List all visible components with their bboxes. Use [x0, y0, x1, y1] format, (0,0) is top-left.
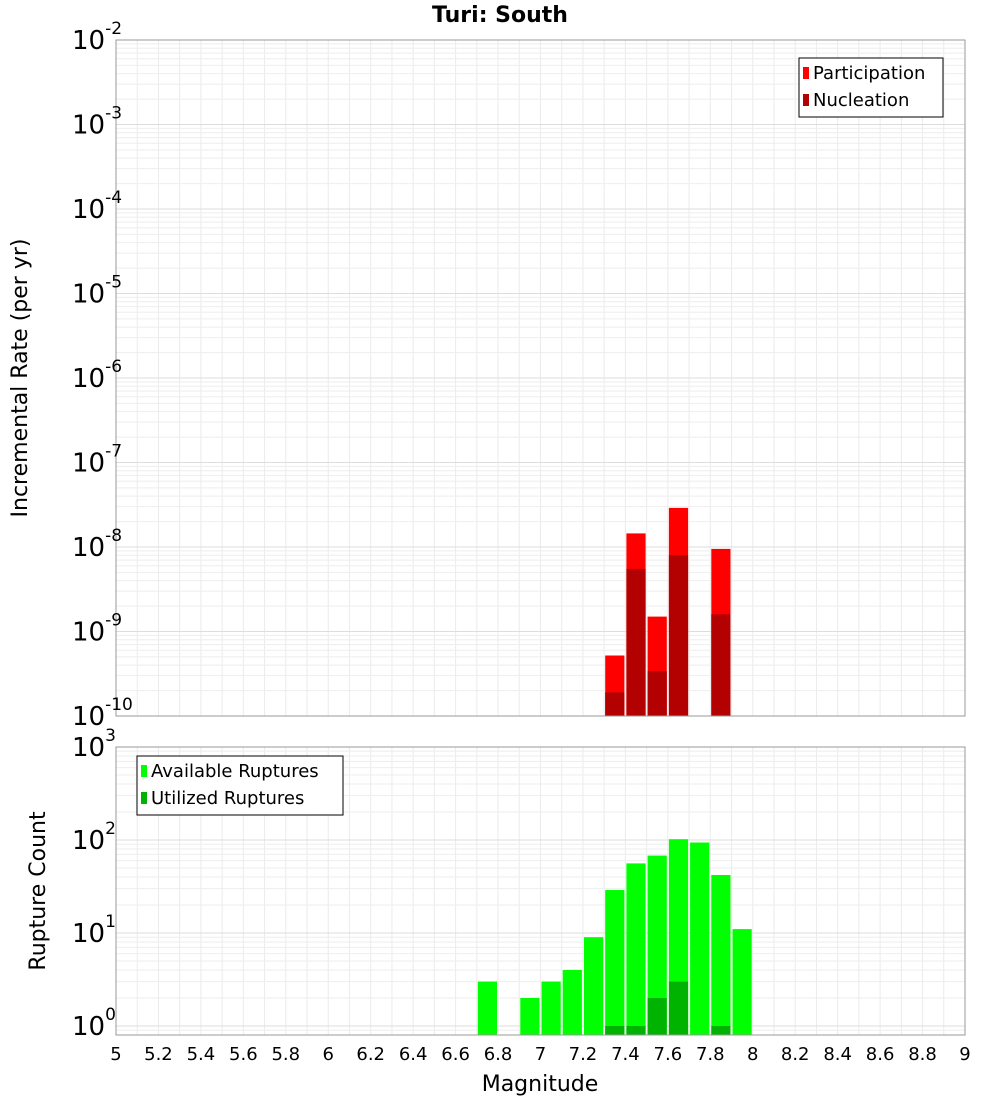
bottom-y-tick-label: 101 [72, 912, 116, 949]
top-legend-swatch [803, 94, 809, 106]
x-axis-label: Magnitude [482, 1072, 599, 1097]
bottom-bars [477, 839, 752, 1035]
bottom-legend-label: Available Ruptures [151, 761, 319, 782]
x-tick-label: 5.6 [229, 1044, 258, 1065]
bottom-bar-available-ruptures [520, 998, 540, 1035]
bottom-legend-box [136, 755, 344, 816]
top-y-axis-label: Incremental Rate (per yr) [8, 239, 33, 518]
bottom-bar-available-ruptures [477, 981, 497, 1035]
x-tick-label: 7 [535, 1044, 546, 1065]
top-y-tick-labels: 10-10 10-9 10-8 10-7 10-6 10-5 10-4 10-3 10-2 [72, 19, 133, 732]
x-tick-label: 5.4 [187, 1044, 216, 1065]
top-grid [115, 40, 966, 717]
top-y-tick-label: 10-4 [72, 188, 122, 225]
x-tick-label: 9 [959, 1044, 970, 1065]
top-bar-nucleation [711, 614, 731, 716]
top-y-tick-label: 10-5 [72, 273, 122, 310]
chart-title: Turi: South [432, 3, 568, 28]
bottom-bar-available-ruptures [584, 937, 604, 1035]
bottom-bar-available-ruptures [562, 970, 582, 1035]
bottom-bar-available-ruptures [732, 929, 752, 1035]
bottom-legend-swatch [141, 792, 147, 804]
x-tick-label: 7.4 [611, 1044, 640, 1065]
top-bar-nucleation [605, 692, 625, 716]
x-tick-label: 7.2 [569, 1044, 598, 1065]
bottom-bar-utilized-ruptures [711, 1026, 731, 1035]
x-tick-label: 6.2 [356, 1044, 385, 1065]
bottom-y-axis-label: Rupture Count [26, 811, 51, 971]
x-tick-label: 6.6 [441, 1044, 470, 1065]
top-legend-label: Nucleation [813, 90, 909, 111]
top-bars [605, 507, 731, 716]
bottom-bar-utilized-ruptures [668, 981, 689, 1035]
top-y-tick-label: 10-2 [72, 19, 122, 56]
bottom-legend-swatch [141, 765, 147, 777]
bottom-bar-utilized-ruptures [626, 1026, 646, 1035]
bottom-y-tick-label: 100 [72, 1005, 116, 1042]
top-y-tick-label: 10-8 [72, 526, 122, 563]
bottom-bar-available-ruptures [605, 890, 625, 1035]
x-tick-label: 6 [323, 1044, 334, 1065]
bottom-y-tick-label: 102 [72, 819, 116, 856]
bottom-plot-frame [115, 746, 966, 1036]
bottom-bar-utilized-ruptures [647, 998, 667, 1035]
x-tick-label: 6.4 [399, 1044, 428, 1065]
top-bar-nucleation [668, 555, 689, 716]
bottom-bar-available-ruptures [711, 875, 731, 1035]
bottom-bar-utilized-ruptures [605, 1026, 625, 1035]
x-tick-label: 6.8 [484, 1044, 513, 1065]
top-y-tick-label: 10-7 [72, 442, 122, 479]
bottom-bar-available-ruptures [690, 842, 710, 1035]
bottom-legend: Available Ruptures Utilized Ruptures [136, 755, 344, 816]
x-tick-label: 5.8 [271, 1044, 300, 1065]
top-legend: Participation Nucleation [798, 57, 944, 118]
x-tick-label: 7.6 [654, 1044, 683, 1065]
x-tick-label: 7.8 [696, 1044, 725, 1065]
x-tick-label: 5 [110, 1044, 121, 1065]
top-y-tick-label: 10-9 [72, 611, 122, 648]
top-legend-label: Participation [813, 63, 925, 84]
bottom-bar-available-ruptures [541, 981, 561, 1035]
top-legend-box [798, 57, 944, 118]
bottom-y-tick-labels: 100 101 102 103 [72, 726, 116, 1042]
x-tick-label: 8.6 [866, 1044, 895, 1065]
bottom-bar-available-ruptures [647, 855, 667, 1035]
top-y-tick-label: 10-10 [72, 695, 133, 732]
x-tick-labels: 5 5.2 5.4 5.6 5.8 6 6.2 6.4 6.6 6.8 7 7.2 7.4 7.6 7.8 8… [110, 1044, 970, 1065]
x-tick-label: 8.2 [781, 1044, 810, 1065]
x-tick-label: 8 [747, 1044, 758, 1065]
bottom-bar-available-ruptures [626, 863, 646, 1035]
top-bar-nucleation [626, 568, 646, 716]
bottom-y-tick-label: 103 [72, 726, 116, 763]
top-y-tick-label: 10-3 [72, 104, 122, 141]
top-y-tick-label: 10-6 [72, 357, 122, 394]
x-tick-label: 8.4 [823, 1044, 852, 1065]
bottom-legend-label: Utilized Ruptures [151, 788, 304, 809]
x-tick-label: 8.8 [908, 1044, 937, 1065]
top-bar-nucleation [647, 671, 667, 716]
top-plot-frame [115, 39, 966, 717]
top-legend-swatch [803, 67, 809, 79]
x-tick-label: 5.2 [144, 1044, 173, 1065]
